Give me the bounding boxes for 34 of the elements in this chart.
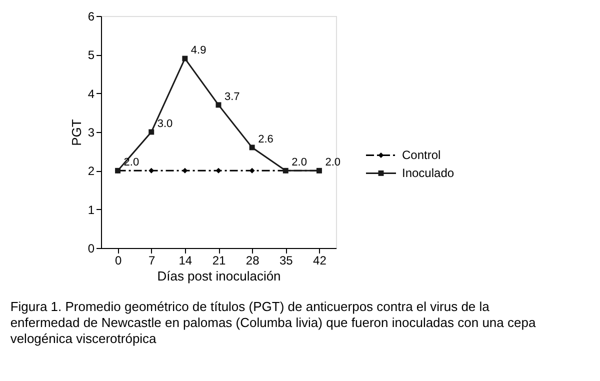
x-tick-label: 28: [246, 254, 260, 268]
point: [148, 168, 154, 174]
x-axis-title: Días post inoculación: [157, 268, 281, 284]
data-label: 2.6: [258, 133, 274, 146]
text: Figura 1. Promedio geométrico de títulos (PGT) de anticuerpos contra el virus de la enfermedad de Newcastle en palomas (Columba livia) que fueron inoculadas con una cepa velogénica viscerotrópica: [10, 299, 536, 346]
point: [216, 168, 222, 174]
point: [182, 168, 188, 174]
x-tick-label: 21: [212, 254, 226, 268]
legend-label: Control: [402, 148, 441, 162]
y-tick-label: 3: [88, 126, 95, 140]
x-tick-label: 14: [178, 254, 192, 268]
y-tick-label: 5: [88, 48, 95, 62]
x-tick-label: 0: [114, 254, 122, 268]
data-label: 3.0: [157, 118, 173, 130]
data-label: 2.0: [325, 156, 341, 169]
y-tick-label: 6: [88, 10, 95, 24]
data-label: 3.7: [224, 90, 240, 103]
point: [148, 129, 154, 135]
data-label: 2.0: [124, 156, 140, 169]
y-tick-label: 4: [88, 86, 95, 101]
y-tick-label: 0: [88, 242, 95, 256]
legend-label: Inoculado: [402, 166, 454, 180]
point: [249, 168, 255, 174]
y-tick-label: 1: [88, 202, 95, 217]
point: [249, 144, 255, 150]
x-tick-label: 42: [313, 254, 327, 268]
point: [216, 102, 222, 108]
point: [182, 56, 188, 62]
y-axis-title: PGT: [68, 119, 84, 146]
data-label: 2.0: [292, 156, 307, 169]
x-tick-label: 7: [148, 254, 156, 268]
data-label: 4.9: [190, 44, 206, 57]
x-tick-label: 35: [279, 254, 294, 268]
y-tick-label: 2: [88, 164, 95, 178]
